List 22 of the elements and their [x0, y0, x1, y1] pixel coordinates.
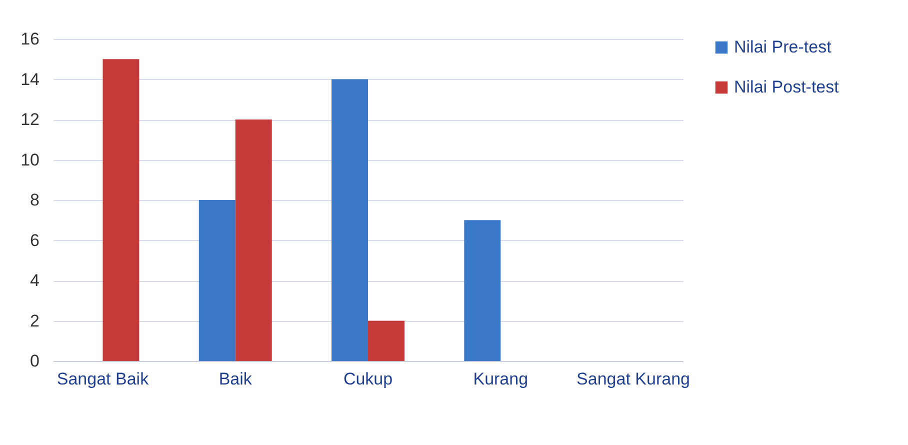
y-tick-label: 4 — [30, 271, 40, 290]
y-tick-label: 16 — [20, 30, 40, 48]
bar — [368, 320, 404, 361]
legend-label: Nilai Pre-test — [734, 38, 832, 56]
bar — [464, 220, 501, 361]
x-tick-label: Sangat Baik — [56, 370, 150, 388]
x-tick-label: Sangat Kurang — [576, 370, 690, 388]
legend-label: Nilai Post-test — [734, 78, 840, 96]
y-tick-label: 2 — [30, 311, 40, 330]
x-tick-label: Baik — [218, 370, 252, 388]
x-tick-label: Kurang — [473, 370, 528, 388]
bar — [332, 79, 368, 361]
y-tick-label: 14 — [20, 70, 40, 89]
bar — [198, 200, 236, 361]
x-tick-label: Cukup — [343, 370, 393, 388]
y-tick-label: 10 — [20, 150, 40, 170]
y-tick-label: 6 — [30, 230, 40, 250]
bar — [235, 120, 272, 361]
bar — [102, 59, 140, 361]
y-tick-label: 12 — [20, 110, 40, 129]
y-tick-label: 8 — [30, 190, 40, 210]
y-tick-label: 0 — [30, 352, 40, 370]
